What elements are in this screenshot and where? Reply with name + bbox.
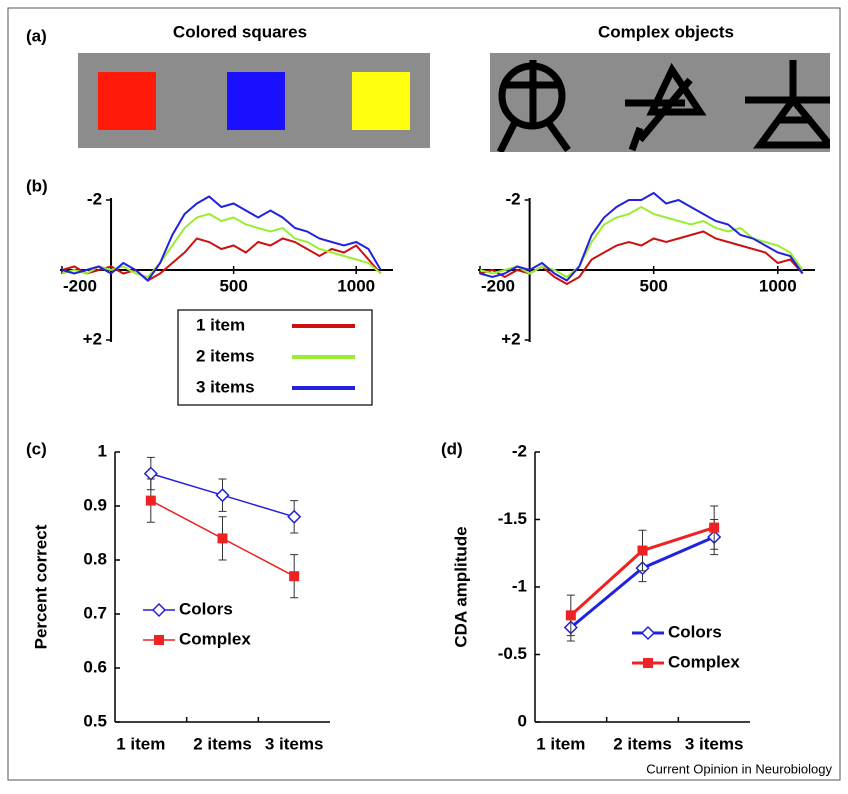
x-tick-label: 1 item (536, 734, 585, 753)
legend-marker (151, 602, 167, 618)
complex-objects (490, 53, 830, 152)
legend-label: 1 item (196, 315, 245, 334)
legend-label: Complex (668, 652, 740, 671)
x-tick-label: 3 items (685, 734, 744, 753)
x-tick-label: 1000 (337, 276, 375, 295)
x-tick-label: 1000 (759, 276, 797, 295)
marker (215, 488, 230, 503)
x-tick-label: 2 items (193, 734, 252, 753)
legend-label: Colors (668, 622, 722, 641)
legend-marker (154, 635, 164, 645)
x-tick-label: -200 (481, 276, 515, 295)
y-tick-label: -1.5 (498, 509, 527, 528)
stimulus-title: Colored squares (173, 22, 307, 41)
erp-line (61, 195, 382, 282)
legend-label: Complex (179, 629, 251, 648)
marker (143, 466, 158, 481)
erp-line (61, 237, 382, 282)
y-tick-label: 0.7 (83, 603, 107, 622)
erp-line (479, 191, 804, 282)
x-tick-label: 2 items (613, 734, 672, 753)
x-tick-label: 500 (219, 276, 247, 295)
y-tick-label: -1 (512, 576, 527, 595)
y-tick-label: 0.9 (83, 495, 107, 514)
x-tick-label: 3 items (265, 734, 324, 753)
legend-label: Colors (179, 599, 233, 618)
y-axis-label: CDA amplitude (451, 526, 470, 647)
erp-line (479, 205, 804, 279)
marker (287, 509, 302, 524)
y-tick-label: 1 (98, 441, 107, 460)
legend-label: 3 items (196, 377, 255, 396)
y-tick-label: -0.5 (498, 644, 527, 663)
y-tick-label: 0.8 (83, 549, 107, 568)
frame (7, 7, 841, 781)
marker (145, 495, 156, 506)
stimulus-square (98, 72, 156, 130)
marker (217, 533, 228, 544)
x-tick-label: 500 (640, 276, 668, 295)
panel-label: (d) (441, 439, 463, 458)
legend-marker (643, 658, 653, 668)
x-tick-label: -200 (63, 276, 97, 295)
stimulus-title: Complex objects (598, 22, 734, 41)
marker (709, 522, 720, 533)
y-tick-label: 0.5 (83, 711, 107, 730)
panel-label: (b) (26, 176, 48, 195)
y-tick-label: -2 (87, 189, 102, 208)
y-tick-label: 0 (518, 711, 527, 730)
y-tick-label: 0.6 (83, 657, 107, 676)
colored-squares (78, 53, 430, 148)
credit: Current Opinion in Neurobiology (646, 761, 832, 776)
y-tick-label: +2 (501, 329, 520, 348)
stimulus-square (352, 72, 410, 130)
legend-marker (640, 625, 656, 641)
stimulus-square (227, 72, 285, 130)
legend-label: 2 items (196, 346, 255, 365)
marker (637, 545, 648, 556)
y-axis-label: Percent correct (31, 524, 50, 649)
x-tick-label: 1 item (116, 734, 165, 753)
y-tick-label: -2 (512, 441, 527, 460)
y-tick-label: +2 (83, 329, 102, 348)
y-tick-label: -2 (506, 189, 521, 208)
marker (289, 571, 300, 582)
marker (565, 610, 576, 621)
stimulus-shapes (496, 60, 830, 152)
panel-label: (c) (26, 439, 47, 458)
panel-label: (a) (26, 26, 47, 45)
